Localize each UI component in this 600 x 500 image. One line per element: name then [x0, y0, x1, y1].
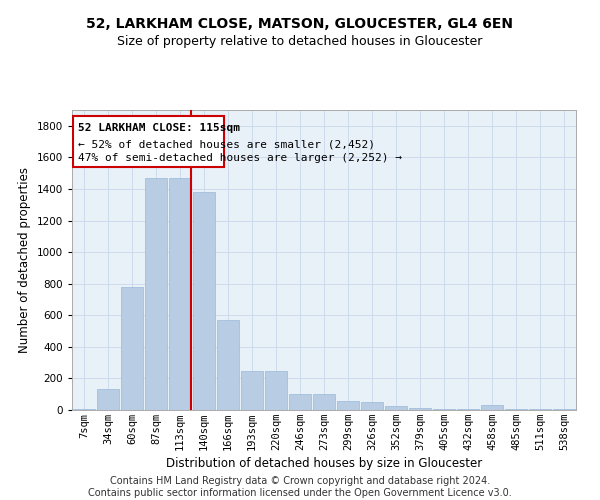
Bar [121, 287, 143, 410]
Bar [73, 116, 224, 167]
Bar [385, 406, 407, 410]
Bar [337, 400, 359, 410]
Bar [457, 409, 479, 410]
Y-axis label: Number of detached properties: Number of detached properties [18, 167, 31, 353]
Bar [265, 370, 287, 410]
Bar [553, 409, 575, 410]
Bar [73, 409, 95, 410]
Bar [145, 178, 167, 410]
Bar [481, 406, 503, 410]
Bar [433, 409, 455, 410]
Text: ← 52% of detached houses are smaller (2,452): ← 52% of detached houses are smaller (2,… [78, 139, 375, 149]
Text: 47% of semi-detached houses are larger (2,252) →: 47% of semi-detached houses are larger (… [78, 154, 402, 164]
Bar [217, 320, 239, 410]
Bar [409, 408, 431, 410]
Text: Size of property relative to detached houses in Gloucester: Size of property relative to detached ho… [118, 35, 482, 48]
Text: Contains HM Land Registry data © Crown copyright and database right 2024.
Contai: Contains HM Land Registry data © Crown c… [88, 476, 512, 498]
Bar [313, 394, 335, 410]
Text: 52 LARKHAM CLOSE: 115sqm: 52 LARKHAM CLOSE: 115sqm [78, 124, 240, 134]
Bar [289, 394, 311, 410]
Bar [169, 178, 191, 410]
Bar [529, 409, 551, 410]
Bar [193, 192, 215, 410]
Bar [505, 409, 527, 410]
Text: 52, LARKHAM CLOSE, MATSON, GLOUCESTER, GL4 6EN: 52, LARKHAM CLOSE, MATSON, GLOUCESTER, G… [86, 18, 514, 32]
Bar [361, 402, 383, 410]
Bar [97, 390, 119, 410]
X-axis label: Distribution of detached houses by size in Gloucester: Distribution of detached houses by size … [166, 457, 482, 470]
Bar [241, 370, 263, 410]
